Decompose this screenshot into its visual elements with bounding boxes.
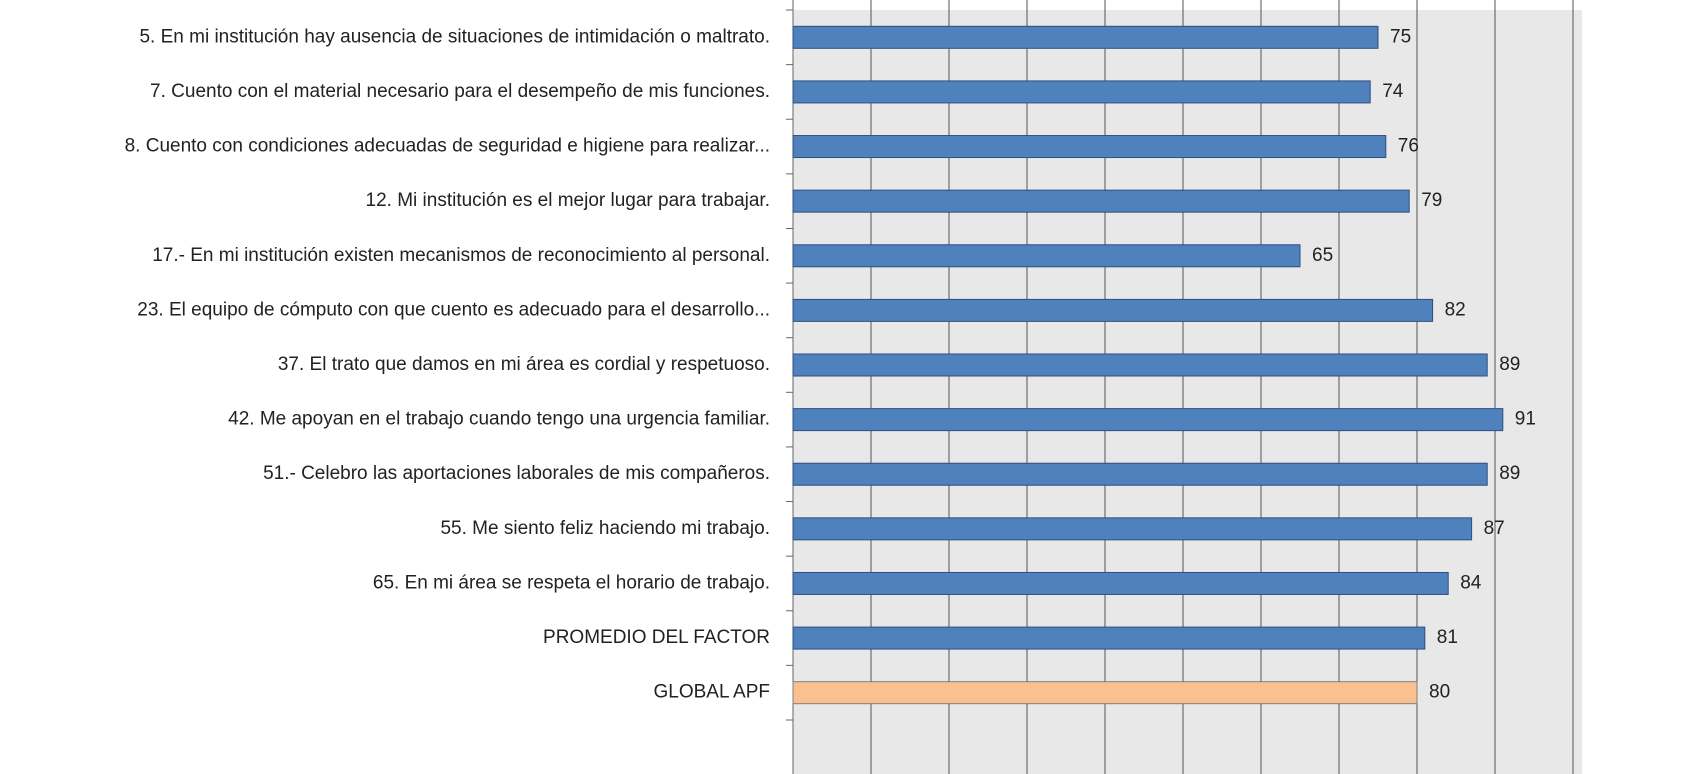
bar [792,135,1387,159]
bar [792,626,1426,650]
bar [792,244,1301,268]
value-label: 79 [1421,190,1442,211]
value-label: 65 [1312,245,1333,266]
y-tick-label: 37. El trato que damos en mi área es cor… [278,354,770,375]
value-label: 74 [1382,81,1404,102]
bar [792,571,1449,595]
value-label: 75 [1390,26,1411,47]
y-tick-label: 7. Cuento con el material necesario para… [150,81,770,102]
y-tick-label: 55. Me siento feliz haciendo mi trabajo. [440,518,770,539]
y-tick-label: 51.- Celebro las aportaciones laborales … [263,463,770,484]
value-label: 87 [1484,518,1505,539]
bar [792,25,1379,49]
y-tick-label: PROMEDIO DEL FACTOR [543,627,770,648]
bar [792,462,1488,486]
bar [792,353,1488,377]
bar [792,298,1434,322]
y-tick-label: 8. Cuento con condiciones adecuadas de s… [125,136,770,157]
bar [792,189,1410,213]
value-label: 84 [1460,572,1482,593]
y-tick-label: 65. En mi área se respeta el horario de … [373,572,770,593]
value-label: 89 [1499,463,1520,484]
y-tick-label: 17.- En mi institución existen mecanismo… [152,245,770,266]
value-label: 82 [1445,299,1466,320]
y-tick-label: 5. En mi institución hay ausencia de sit… [139,26,770,47]
bar [792,681,1418,705]
bar [792,408,1504,432]
value-label: 89 [1499,354,1520,375]
value-label: 80 [1429,682,1450,703]
y-tick-label: 12. Mi institución es el mejor lugar par… [366,190,770,211]
plot-area [793,10,1582,774]
y-tick-label: 42. Me apoyan en el trabajo cuando tengo… [228,409,770,430]
value-label: 81 [1437,627,1458,648]
value-label: 76 [1398,136,1419,157]
y-tick-label: GLOBAL APF [653,682,770,703]
value-label: 91 [1515,409,1536,430]
bar [792,80,1371,104]
y-tick-label: 23. El equipo de cómputo con que cuento … [137,299,770,320]
bar [792,517,1473,541]
